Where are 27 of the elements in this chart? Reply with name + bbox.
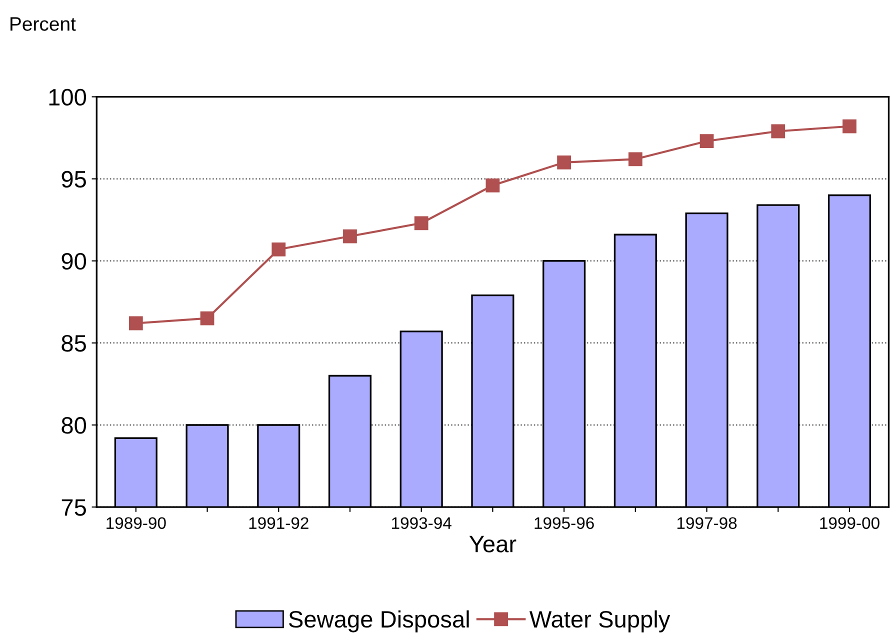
x-tick-label: 1991-92: [249, 517, 308, 529]
point: [486, 178, 500, 192]
x-tick-label: 1999-00: [820, 517, 880, 529]
point: [200, 311, 214, 326]
point: [272, 242, 286, 256]
y-tick-label: 85: [62, 335, 86, 352]
x-tick-label: 1993-94: [392, 517, 452, 529]
y-axis-title: Percent: [10, 17, 76, 31]
y-tick-label: 80: [62, 417, 86, 434]
x-tick-label: 1995-96: [534, 517, 594, 529]
x-tick-label: 1997-98: [677, 517, 737, 529]
legend-label: Water Supply: [529, 610, 670, 632]
x-tick-label: 1989-90: [106, 517, 166, 529]
legend-label: Sewage Disposal: [288, 610, 469, 632]
point: [557, 155, 571, 170]
point: [343, 229, 357, 244]
point: [414, 216, 428, 230]
x-axis-title: Year: [469, 536, 516, 552]
point: [842, 119, 856, 134]
point: [771, 124, 786, 138]
point: [700, 134, 714, 148]
y-tick-label: 75: [62, 499, 86, 516]
y-tick-label: 90: [62, 252, 86, 270]
point: [128, 316, 143, 330]
y-tick-label: 95: [62, 170, 86, 188]
y-tick-label: 100: [49, 88, 86, 106]
point: [628, 152, 642, 166]
